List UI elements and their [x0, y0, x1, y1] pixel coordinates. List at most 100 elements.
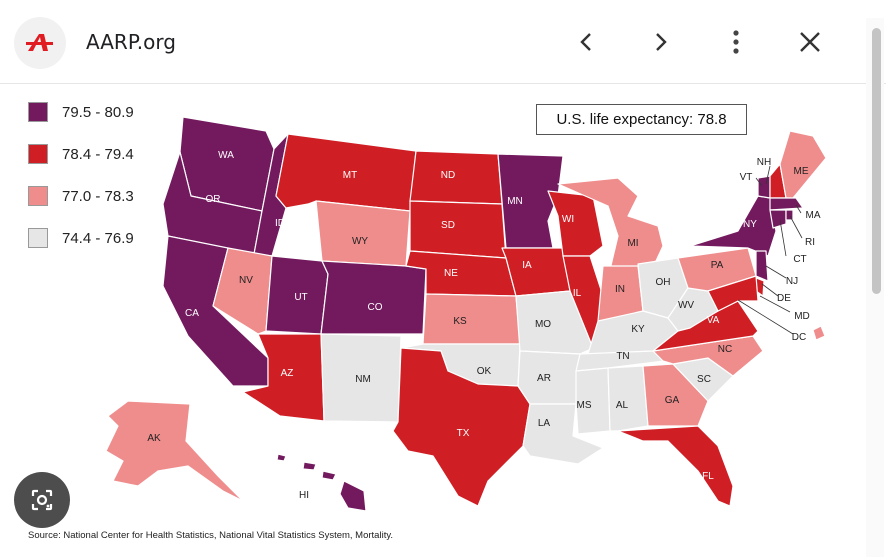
label-tx: TX: [457, 428, 470, 439]
legend-swatch: [28, 102, 48, 122]
state-fl: [617, 425, 734, 507]
state-hi-1: [276, 453, 287, 462]
state-ct: [769, 209, 787, 229]
state-hi-2: [302, 461, 317, 471]
label-ga: GA: [665, 395, 680, 406]
label-mo: MO: [535, 319, 551, 330]
state-mi: [557, 177, 664, 279]
label-al: AL: [616, 400, 629, 411]
lens-icon: [31, 489, 53, 511]
label-md: MD: [794, 311, 810, 322]
state-nd: [409, 150, 503, 205]
label-ca: CA: [185, 308, 199, 319]
label-pa: PA: [711, 260, 724, 271]
label-ri: RI: [805, 237, 815, 248]
forward-button[interactable]: [643, 24, 679, 60]
label-oh: OH: [656, 277, 671, 288]
label-fl: FL: [702, 471, 714, 482]
legend-label: 79.5 - 80.9: [62, 103, 134, 121]
label-nd: ND: [441, 170, 455, 181]
more-vertical-icon: [733, 30, 739, 54]
chevron-right-icon: [656, 33, 667, 51]
legend-swatch: [28, 186, 48, 206]
state-me: [779, 130, 827, 199]
label-va: VA: [707, 315, 720, 326]
chevron-left-icon: [580, 33, 591, 51]
label-sd: SD: [441, 220, 455, 231]
label-ak: AK: [147, 433, 161, 444]
state-ma: [769, 197, 804, 211]
legend-label: 74.4 - 76.9: [62, 229, 134, 247]
label-wa: WA: [218, 150, 234, 161]
state-la: [522, 403, 604, 465]
label-or: OR: [206, 194, 221, 205]
label-vt: VT: [740, 172, 753, 183]
more-options-button[interactable]: [718, 24, 754, 60]
close-icon: [800, 32, 820, 52]
state-md: [707, 275, 759, 312]
label-wv: WV: [678, 300, 694, 311]
label-ar: AR: [537, 373, 551, 384]
label-ct: CT: [793, 254, 806, 265]
label-nv: NV: [239, 275, 253, 286]
state-ri: [785, 209, 794, 221]
top-bar: AARP.org: [0, 0, 886, 84]
label-co: CO: [368, 302, 383, 313]
back-button[interactable]: [568, 24, 604, 60]
label-nm: NM: [355, 374, 371, 385]
state-sd: [409, 200, 507, 259]
legend-item: 78.4 - 79.4: [28, 143, 134, 165]
legend-item: 79.5 - 80.9: [28, 101, 134, 123]
state-wy: [315, 200, 411, 267]
label-hi: HI: [299, 490, 309, 501]
label-tn: TN: [616, 351, 629, 362]
label-mi: MI: [627, 238, 638, 249]
state-co: [320, 260, 427, 335]
legend-swatch: [28, 144, 48, 164]
state-ks: [422, 293, 521, 345]
close-button[interactable]: [792, 24, 828, 60]
legend-swatch: [28, 228, 48, 248]
site-logo[interactable]: [14, 17, 66, 69]
state-dc: [812, 325, 826, 341]
label-nh: NH: [757, 157, 771, 168]
label-mn: MN: [507, 196, 523, 207]
state-hi-3: [321, 470, 337, 481]
label-la: LA: [538, 418, 551, 429]
label-ia: IA: [522, 260, 532, 271]
label-mt: MT: [343, 170, 357, 181]
label-ms: MS: [577, 400, 592, 411]
state-nc: [652, 335, 764, 377]
label-nj: NJ: [786, 276, 798, 287]
legend-label: 78.4 - 79.4: [62, 145, 134, 163]
label-dc: DC: [792, 332, 806, 343]
label-ne: NE: [444, 268, 458, 279]
label-in: IN: [615, 284, 625, 295]
state-ms: [575, 367, 611, 435]
state-nv: [212, 247, 273, 335]
source-caption: Source: National Center for Health Stati…: [28, 530, 394, 541]
state-tx: [392, 347, 531, 507]
label-wi: WI: [562, 214, 574, 225]
label-ut: UT: [294, 292, 307, 303]
site-name[interactable]: AARP.org: [86, 30, 176, 54]
label-ky: KY: [631, 324, 645, 335]
state-nj: [755, 250, 769, 282]
life-expectancy-box: U.S. life expectancy: 78.8: [536, 104, 747, 135]
label-id: ID: [275, 218, 285, 229]
aarp-logo-icon: [26, 34, 53, 51]
map-image: WA OR CA ID UT AZ CO MT ND SD NE TX MN I…: [18, 86, 838, 551]
state-vt: [757, 175, 771, 199]
label-ok: OK: [477, 366, 492, 377]
label-ks: KS: [453, 316, 467, 327]
label-sc: SC: [697, 374, 711, 385]
visual-search-button[interactable]: [14, 472, 70, 528]
scrollbar-thumb[interactable]: [872, 28, 881, 294]
state-ny: [689, 195, 777, 257]
legend-label: 77.0 - 78.3: [62, 187, 134, 205]
label-ma: MA: [806, 210, 821, 221]
legend-item: 77.0 - 78.3: [28, 185, 134, 207]
state-ak: [105, 400, 244, 502]
us-map: WA OR CA ID UT AZ CO MT ND SD NE TX MN I…: [105, 116, 827, 512]
label-de: DE: [777, 293, 791, 304]
